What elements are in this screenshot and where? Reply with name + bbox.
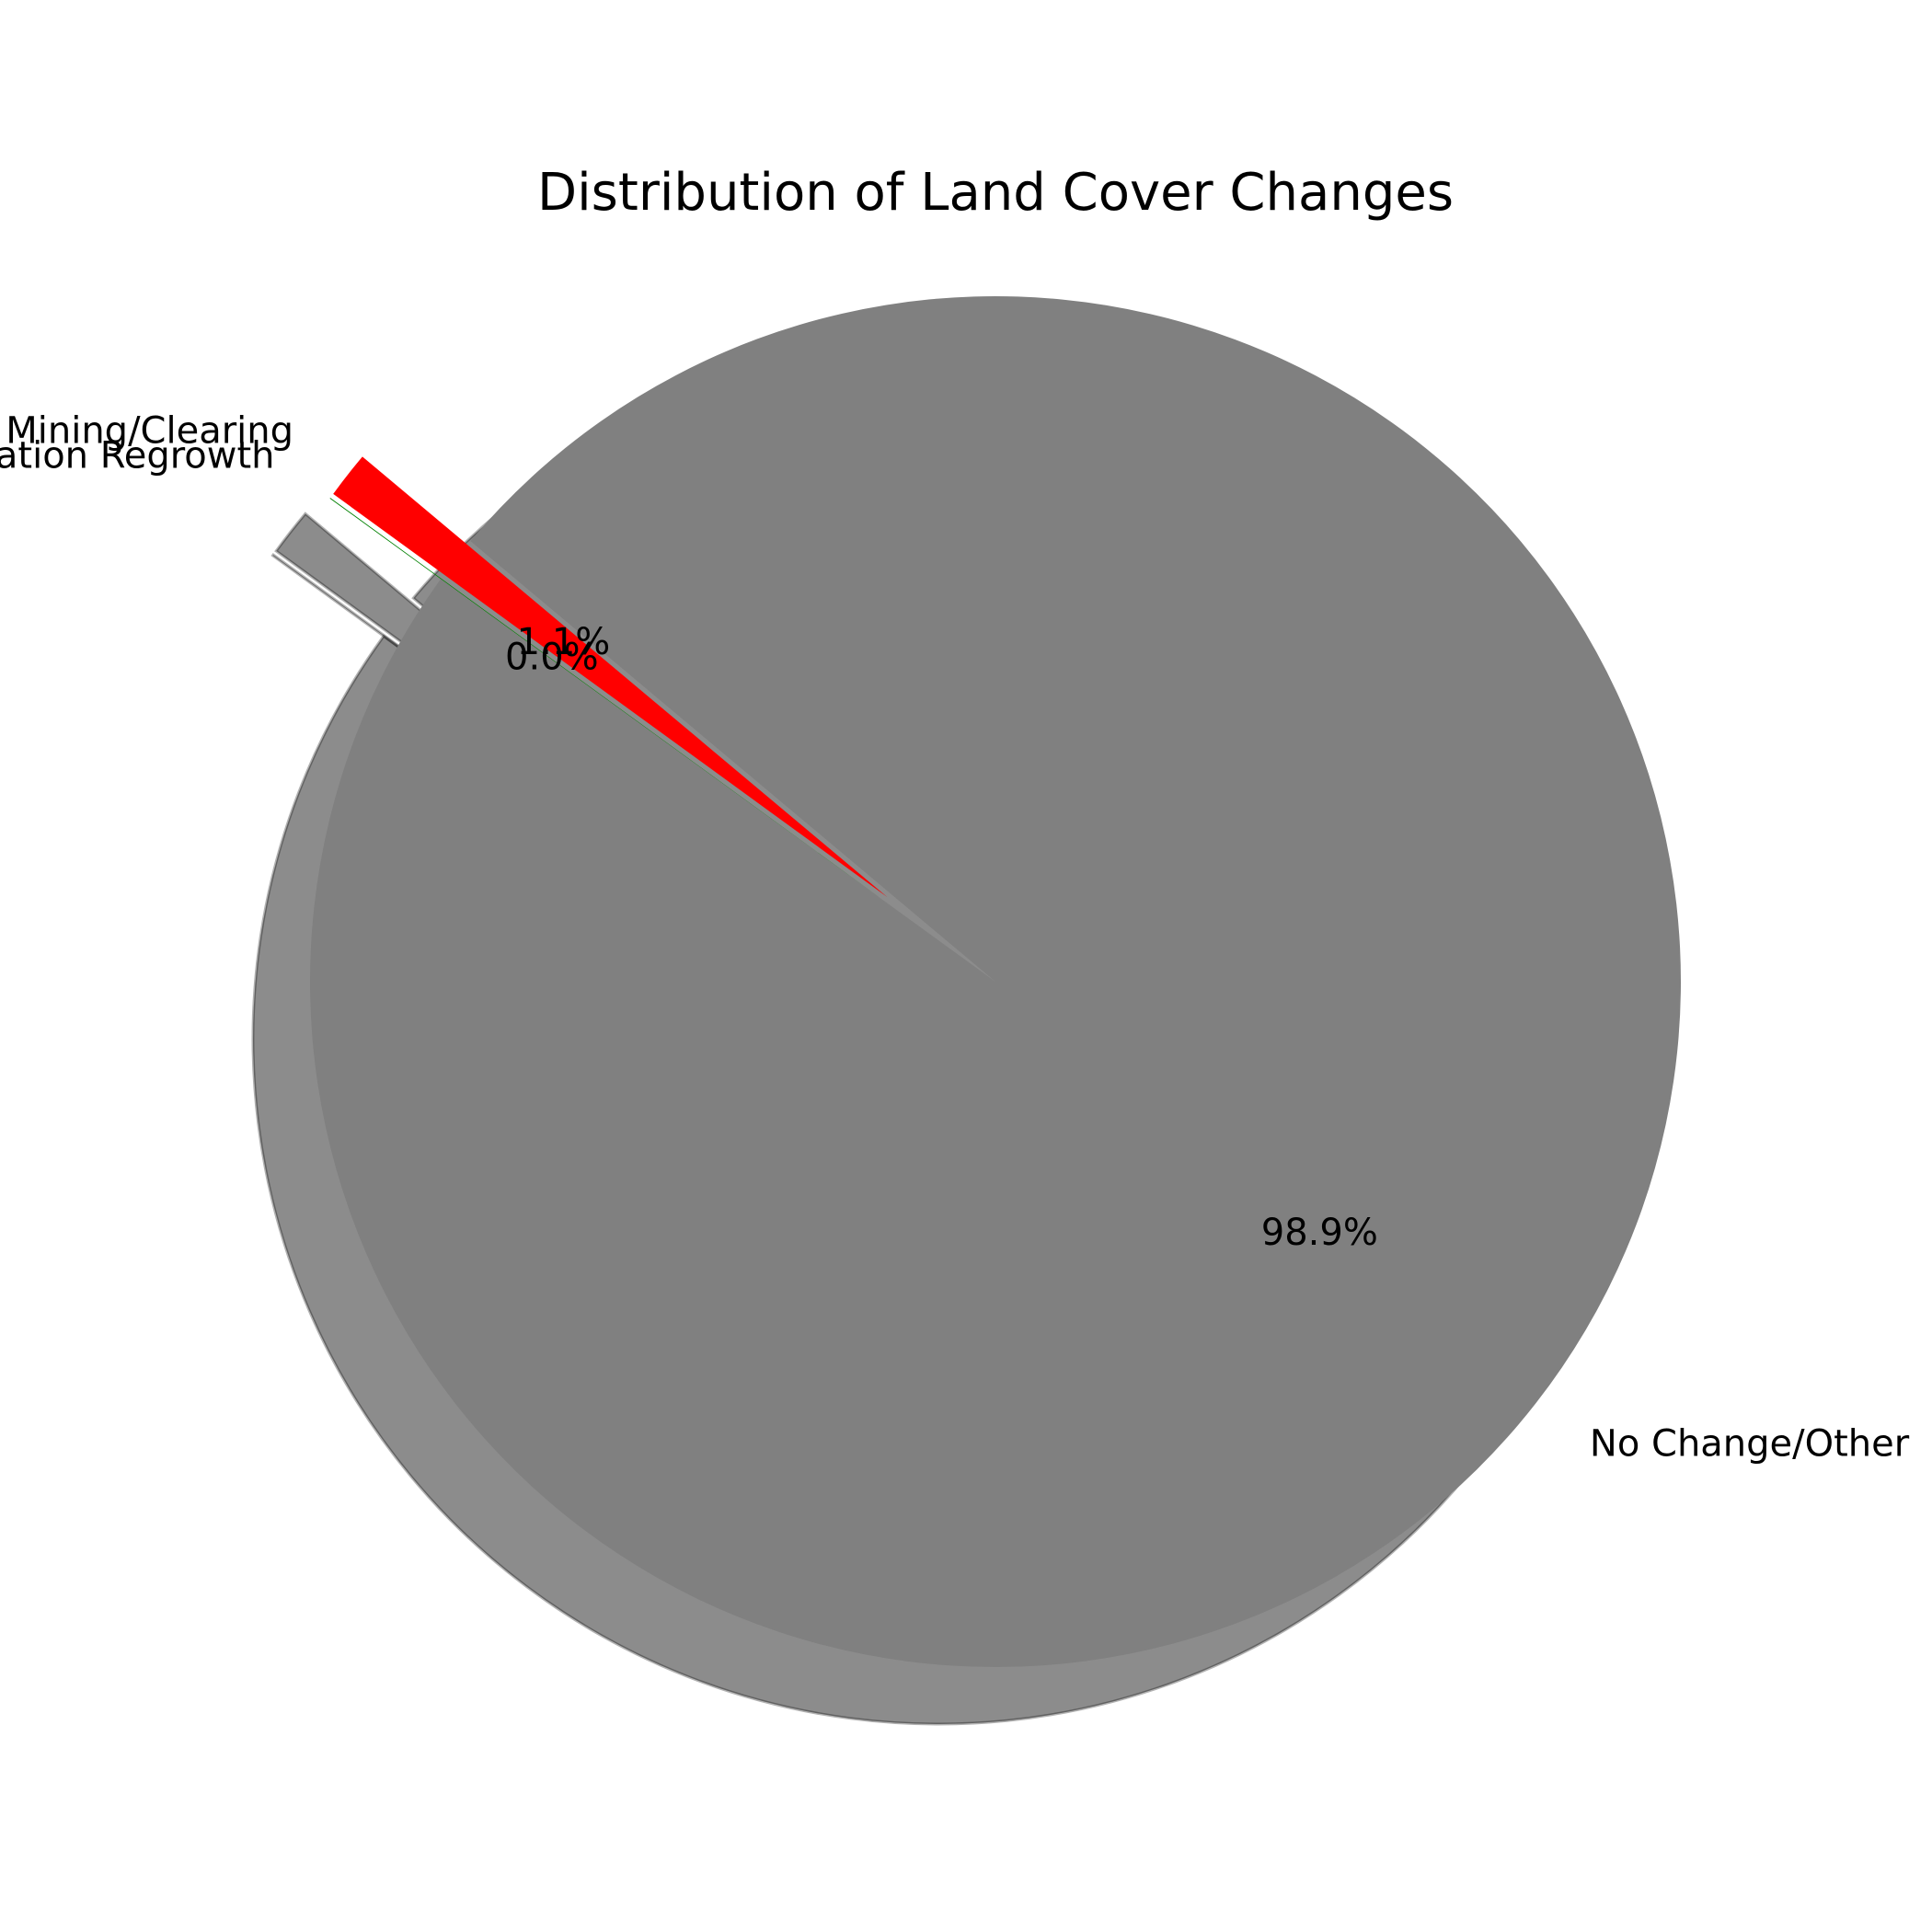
slice-label-vegetation-regrowth: Vegetation Regrowth [0, 435, 275, 477]
pie-slice-no-change-other [310, 295, 1682, 1667]
pct-label-vegetation-regrowth: 0.0% [505, 637, 599, 679]
pie-label-layer: Mining/Clearing 1.1% Vegetation Regrowth 0.… [0, 409, 1910, 1465]
slice-label-no-change-other: No Change/Other [1590, 1422, 1910, 1465]
chart-title: Distribution of Land Cover Changes [537, 163, 1454, 223]
pie-slice-vegetation-regrowth [329, 498, 885, 902]
pie-slice-layer [310, 295, 1682, 1667]
pct-label-mining-clearing: 1.1% [517, 621, 611, 663]
slice-label-mining-clearing: Mining/Clearing [6, 409, 293, 452]
pie-slice-mining-clearing [333, 456, 888, 898]
pct-label-no-change-other: 98.9% [1261, 1212, 1378, 1254]
